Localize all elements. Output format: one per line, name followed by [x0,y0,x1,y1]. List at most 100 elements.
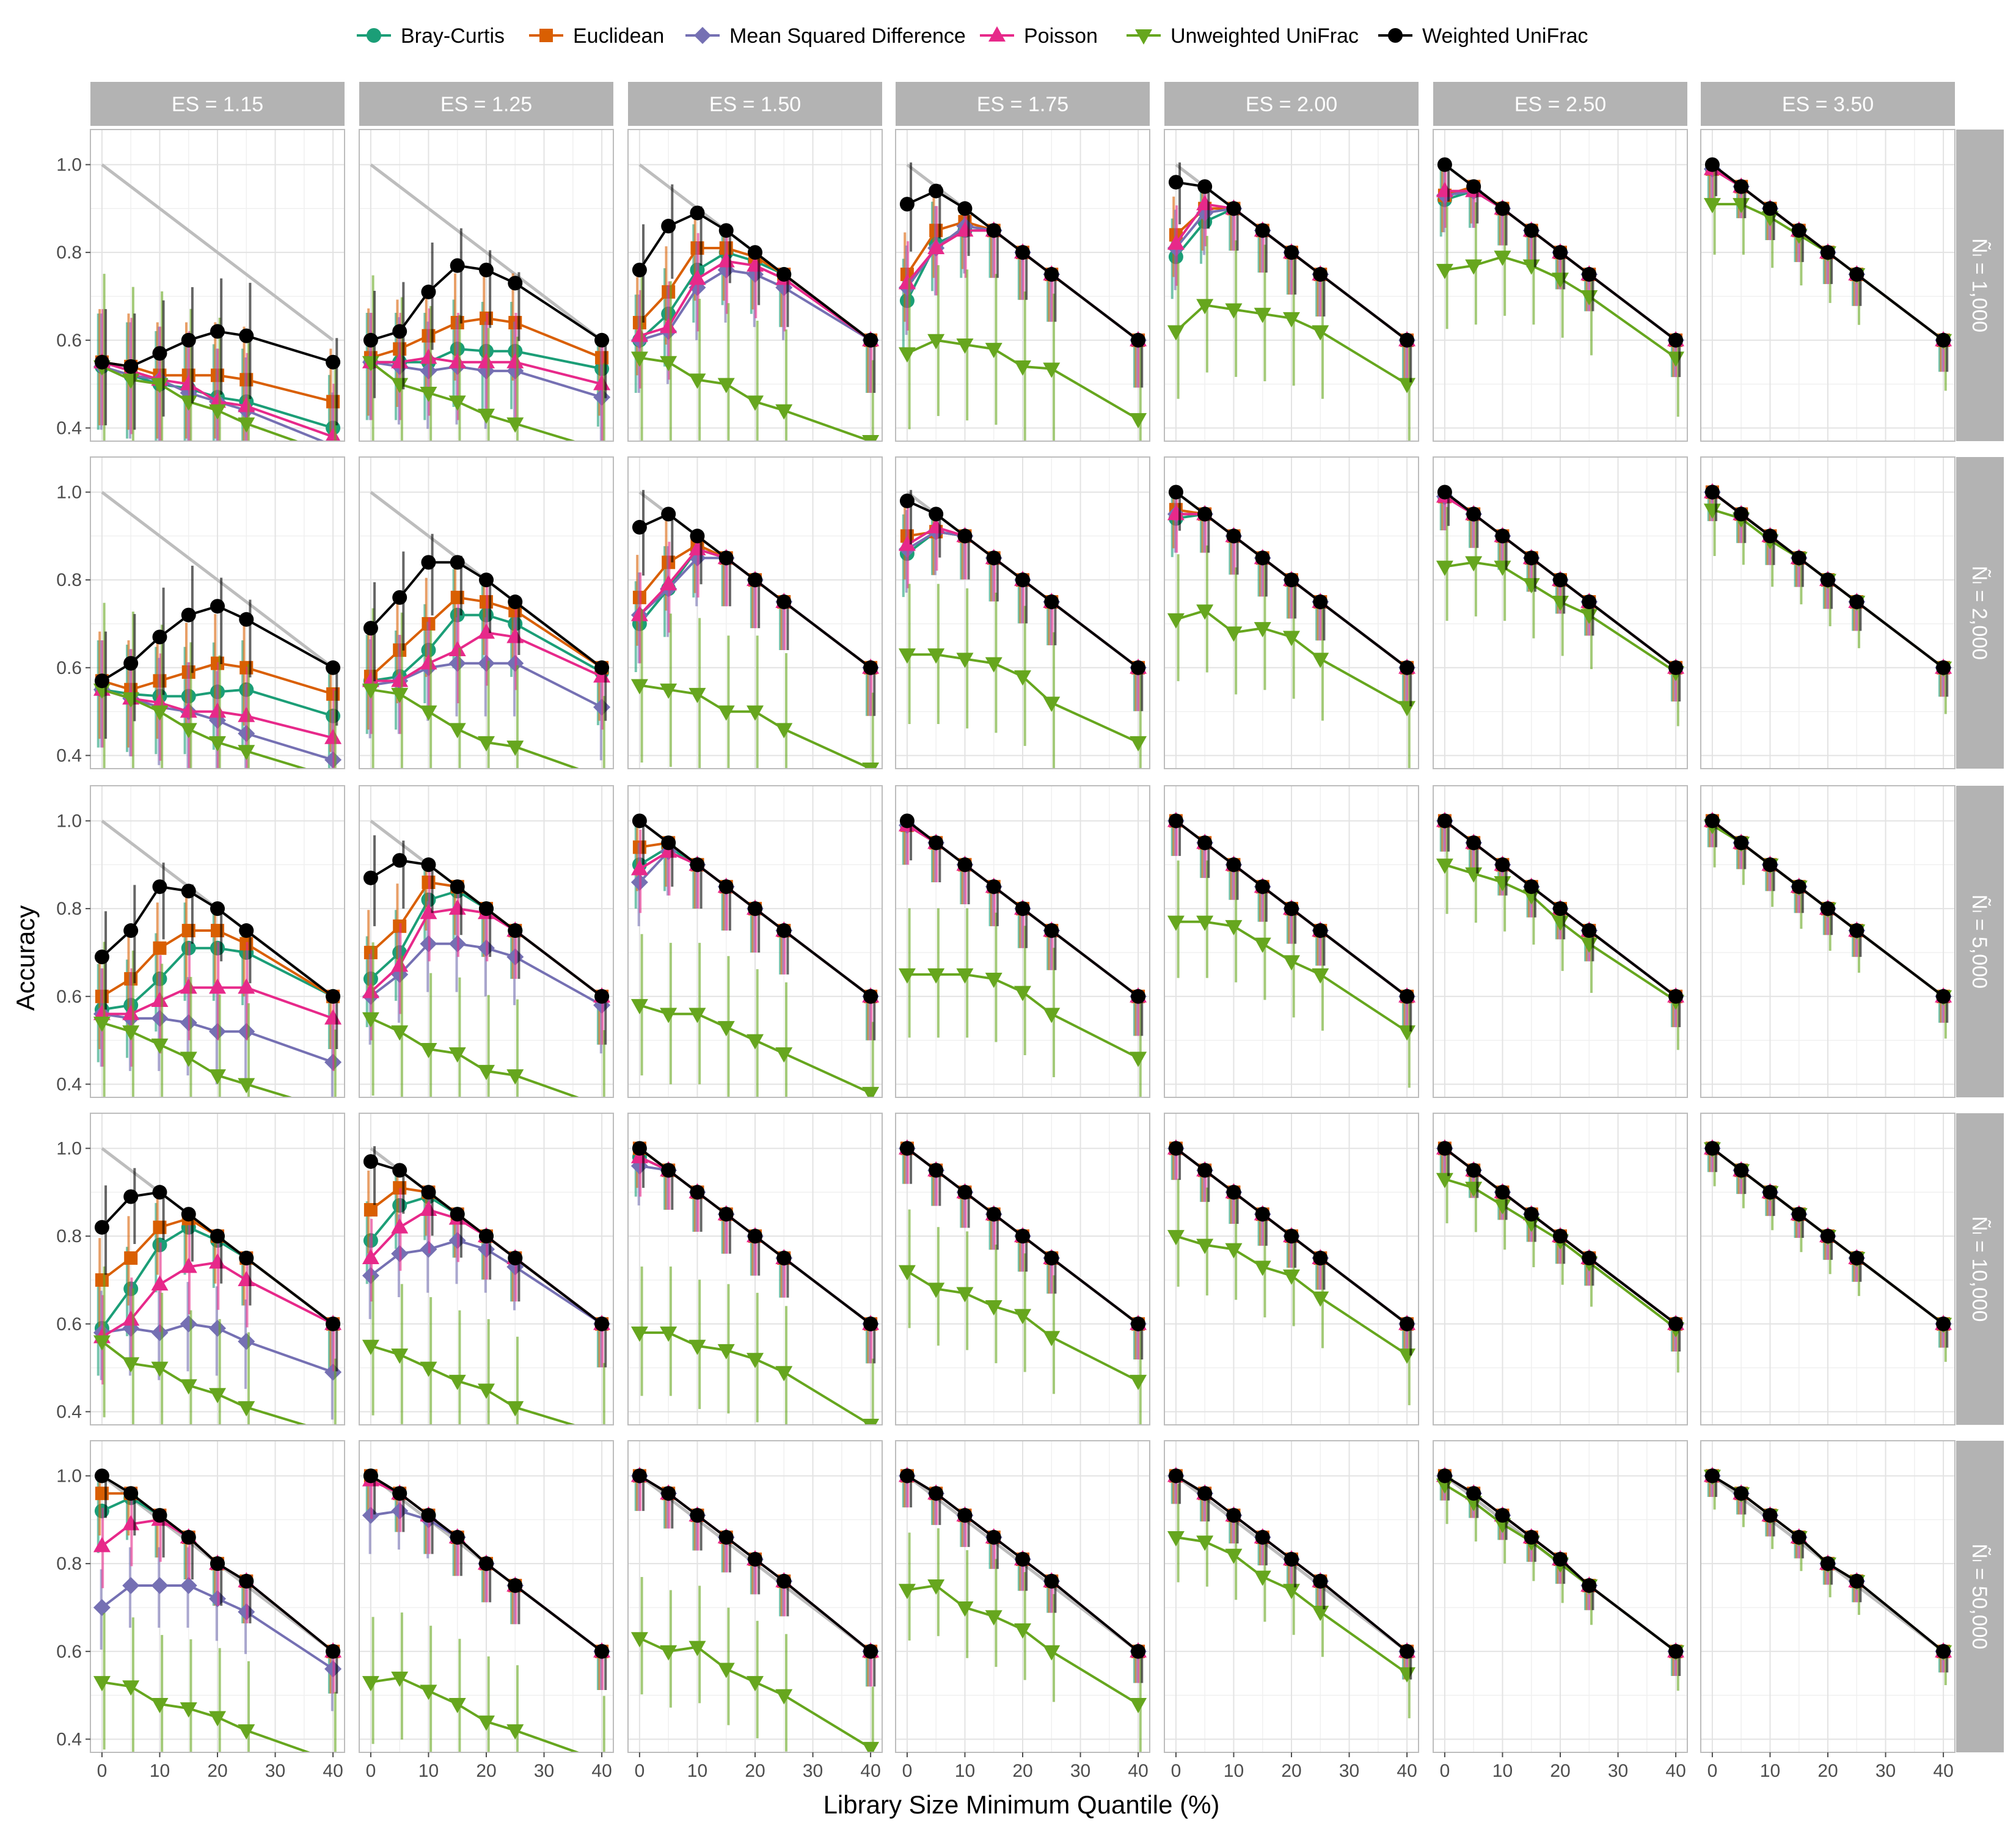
data-point [927,1579,945,1595]
series-unweighted-unifrac [93,1266,337,1425]
data-point [776,1573,792,1589]
data-point [1043,1645,1061,1661]
series-unweighted-unifrac [1167,545,1416,769]
series-weighted-unifrac [899,813,1146,1036]
data-point [210,1556,225,1571]
data-point [1255,223,1270,238]
data-point [1936,989,1951,1004]
series-weighted-unifrac [363,533,610,721]
x-tick-label: 0 [1171,1761,1181,1781]
series-weighted-unifrac [632,813,878,1041]
data-point [747,395,764,411]
data-point [508,923,523,938]
data-point [748,573,762,588]
column-strip: ES = 1.15 [90,82,345,126]
data-point [238,417,255,433]
data-point [863,1644,878,1659]
data-point [661,835,676,851]
data-point [1437,813,1452,829]
panel-r2-c3 [627,456,883,769]
data-point [594,332,610,348]
panel-r5-c6: 0 10 20 30 40 [1433,1440,1688,1781]
data-point [929,1486,944,1501]
plot-area [1167,1139,1416,1405]
data-point [238,1401,255,1417]
panel-r1-c2 [359,129,614,442]
plot-area [362,1146,611,1425]
panel-r1-c6 [1433,129,1688,442]
data-point [862,1086,880,1097]
data-point [747,1676,764,1692]
data-point [180,1379,197,1395]
data-point [718,551,734,566]
data-point [1495,529,1510,544]
data-point [1465,556,1483,572]
data-point [717,378,735,393]
data-point [630,351,648,367]
data-point [420,1685,437,1700]
data-point [1167,613,1185,629]
panel-r3-c1: 0.4 0.6 0.8 1.0 [56,785,345,1098]
series-unweighted-unifrac [93,1612,337,1752]
panel-r3-c2 [359,785,614,1098]
data-point [209,392,226,408]
data-point [209,1319,226,1337]
data-point [1791,223,1806,238]
x-tick-label: 40 [1128,1761,1148,1781]
data-point [1131,1316,1146,1331]
data-point [392,1486,407,1501]
data-point [630,606,648,621]
data-point [1225,920,1243,935]
x-tick-label: 10 [1224,1761,1244,1781]
gridlines [628,457,882,769]
data-point [1524,551,1539,566]
series-weighted-unifrac [632,184,878,393]
data-point [209,404,226,420]
data-point [362,1012,379,1028]
plot-area [1167,485,1416,769]
x-tick-label: 30 [1070,1761,1090,1781]
data-point [122,1310,140,1326]
plot-area [362,491,611,769]
data-point [1734,179,1749,194]
data-point [209,1388,226,1403]
series-unweighted-unifrac [1167,236,1416,441]
data-point [362,982,379,998]
data-point [1849,595,1864,610]
data-point [1283,312,1300,327]
series-unweighted-unifrac [630,609,880,769]
x-tick-label: 20 [745,1761,765,1781]
row-strip: Ñₗ = 1,000 [1956,130,2004,441]
row-strip: Ñₗ = 2,000 [1956,457,2004,769]
data-point [717,1021,735,1037]
data-point [927,968,945,984]
data-point [1313,1573,1328,1589]
data-point [985,973,1003,989]
data-point [1466,835,1481,851]
series-weighted-unifrac [1168,1141,1415,1356]
panel-border [90,129,345,442]
data-point [1821,245,1835,260]
data-point [392,853,407,868]
data-point [899,813,915,829]
panel-border [1164,1113,1419,1425]
data-point [1014,1309,1031,1325]
y-axis-title: Accuracy [11,906,40,1011]
data-point [93,1016,111,1032]
data-point [1582,595,1597,610]
data-point [1668,989,1684,1004]
data-point [1936,1316,1951,1331]
x-tick-label: 20 [1281,1761,1301,1781]
data-point [1466,1486,1481,1501]
data-point [1704,157,1720,172]
panel-r5-c4: 0 10 20 30 40 [895,1440,1150,1781]
data-point [748,245,762,260]
data-point [660,1008,677,1023]
data-point [1734,1163,1749,1178]
y-tick-label: 0.6 [56,1642,82,1662]
data-point [1400,660,1415,675]
data-point [1168,485,1183,500]
data-point [391,1025,409,1041]
panel-r4-c5 [1164,1113,1419,1425]
data-point [238,1724,255,1740]
